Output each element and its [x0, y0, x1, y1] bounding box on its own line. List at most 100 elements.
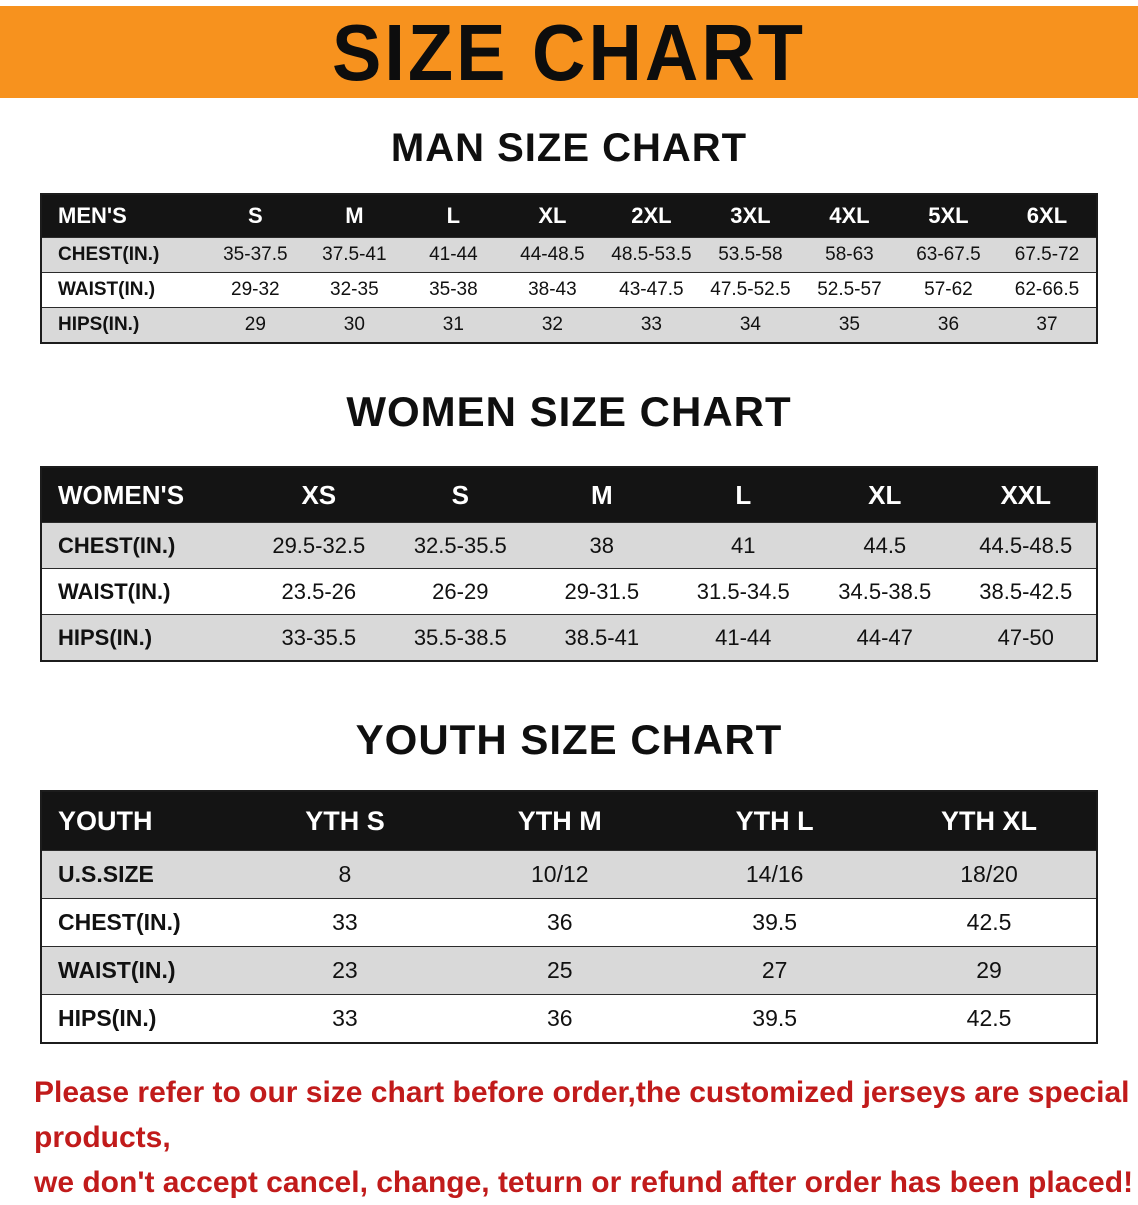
men-size-header-cell: 2XL	[601, 193, 701, 238]
women-value-cell: 29.5-32.5	[248, 522, 390, 569]
women-row-label-cell: CHEST(IN.)	[41, 522, 249, 569]
women-value-cell: 32.5-35.5	[389, 522, 532, 569]
men-size-header-cell: 6XL	[997, 193, 1097, 238]
women-value-cell: 44.5	[814, 522, 956, 569]
women-value-cell: 44-47	[814, 614, 956, 662]
men-value-cell: 34	[700, 307, 800, 344]
youth-value-cell: 33	[237, 994, 453, 1044]
women-value-cell: 44.5-48.5	[955, 522, 1097, 569]
men-value-cell: 29	[205, 307, 305, 344]
youth-size-header-cell: YTH L	[667, 790, 883, 851]
youth-value-cell: 10/12	[452, 850, 668, 899]
youth-section-heading: YOUTH SIZE CHART	[355, 716, 783, 763]
youth-table-row: WAIST(IN.) 23 25 27 29	[41, 946, 1097, 995]
men-value-cell: 41-44	[403, 237, 503, 273]
size-chart-banner: SIZE CHART	[0, 6, 1138, 98]
men-size-header-cell: 5XL	[898, 193, 998, 238]
women-value-cell: 23.5-26	[248, 568, 390, 615]
youth-row-label-cell: U.S.SIZE	[41, 850, 238, 899]
youth-value-cell: 39.5	[667, 994, 883, 1044]
women-value-cell: 38.5-41	[531, 614, 673, 662]
youth-value-cell: 27	[667, 946, 883, 995]
youth-value-cell: 39.5	[667, 898, 883, 947]
women-header-row: WOMEN'S XS S M L XL XXL	[41, 466, 1097, 523]
youth-size-header-cell: YTH M	[452, 790, 668, 851]
youth-value-cell: 36	[452, 898, 668, 947]
men-size-header-cell: S	[205, 193, 305, 238]
footer-disclaimer: Please refer to our size chart before or…	[34, 1070, 1138, 1205]
men-header-row: MEN'S S M L XL 2XL 3XL 4XL 5XL 6XL	[41, 193, 1097, 238]
men-value-cell: 35-38	[403, 272, 503, 308]
men-value-cell: 36	[898, 307, 998, 344]
men-value-cell: 58-63	[799, 237, 899, 273]
women-value-cell: 47-50	[955, 614, 1097, 662]
men-value-cell: 30	[304, 307, 404, 344]
youth-value-cell: 33	[237, 898, 453, 947]
men-value-cell: 37	[997, 307, 1097, 344]
footer-disclaimer-line2: we don't accept cancel, change, teturn o…	[34, 1166, 1134, 1199]
youth-size-header-cell: YTH S	[237, 790, 453, 851]
men-size-table: MEN'S S M L XL 2XL 3XL 4XL 5XL 6XL CHEST(IN.) 35-37…	[40, 193, 1098, 344]
youth-header-row: YOUTH YTH S YTH M YTH L YTH XL	[41, 790, 1097, 851]
men-size-header-cell: 4XL	[799, 193, 899, 238]
men-value-cell: 57-62	[898, 272, 998, 308]
women-value-cell: 31.5-34.5	[672, 568, 815, 615]
men-table-row: WAIST(IN.) 29-32 32-35 35-38 38-43 43-47.5 47.…	[41, 272, 1097, 308]
men-row-label-cell: HIPS(IN.)	[41, 307, 206, 344]
women-size-table: WOMEN'S XS S M L XL XXL CHEST(IN.) 29.5-32.5 32.5…	[40, 466, 1098, 662]
men-table-row: HIPS(IN.) 29 30 31 32 33 34 35 36 37	[41, 307, 1097, 344]
men-value-cell: 48.5-53.5	[601, 237, 701, 273]
women-value-cell: 26-29	[389, 568, 532, 615]
men-value-cell: 32	[502, 307, 602, 344]
men-value-cell: 32-35	[304, 272, 404, 308]
men-value-cell: 44-48.5	[502, 237, 602, 273]
youth-row-label-cell: WAIST(IN.)	[41, 946, 238, 995]
youth-size-header-cell: YTH XL	[882, 790, 1097, 851]
women-value-cell: 29-31.5	[531, 568, 673, 615]
women-size-header-cell: XXL	[955, 466, 1097, 523]
women-value-cell: 38.5-42.5	[955, 568, 1097, 615]
women-row-label-cell: WAIST(IN.)	[41, 568, 249, 615]
women-size-header-cell: XS	[248, 466, 390, 523]
men-table-row: CHEST(IN.) 35-37.5 37.5-41 41-44 44-48.5 48.5…	[41, 237, 1097, 273]
women-size-header-cell: S	[389, 466, 532, 523]
men-value-cell: 35	[799, 307, 899, 344]
men-section-heading: MAN SIZE CHART	[390, 126, 748, 170]
men-size-header-cell: M	[304, 193, 404, 238]
men-size-header-cell: L	[403, 193, 503, 238]
banner-title: SIZE CHART	[332, 7, 806, 97]
youth-size-table: YOUTH YTH S YTH M YTH L YTH XL U.S.SIZE 8 10/12…	[40, 790, 1098, 1044]
women-value-cell: 41	[672, 522, 815, 569]
women-table-title-cell: WOMEN'S	[41, 466, 249, 523]
men-table-title-cell: MEN'S	[41, 193, 206, 238]
men-value-cell: 37.5-41	[304, 237, 404, 273]
men-value-cell: 53.5-58	[700, 237, 800, 273]
men-value-cell: 52.5-57	[799, 272, 899, 308]
men-value-cell: 38-43	[502, 272, 602, 308]
women-table-row: HIPS(IN.) 33-35.5 35.5-38.5 38.5-41 41-44 44-…	[41, 614, 1097, 662]
youth-value-cell: 42.5	[882, 898, 1097, 947]
youth-value-cell: 23	[237, 946, 453, 995]
women-size-header-cell: L	[672, 466, 815, 523]
women-size-header-cell: XL	[814, 466, 956, 523]
men-value-cell: 43-47.5	[601, 272, 701, 308]
youth-table-title-cell: YOUTH	[41, 790, 238, 851]
youth-table-row: U.S.SIZE 8 10/12 14/16 18/20	[41, 850, 1097, 899]
youth-value-cell: 36	[452, 994, 668, 1044]
youth-value-cell: 29	[882, 946, 1097, 995]
men-value-cell: 31	[403, 307, 503, 344]
men-row-label-cell: WAIST(IN.)	[41, 272, 206, 308]
men-value-cell: 62-66.5	[997, 272, 1097, 308]
women-section-heading: WOMEN SIZE CHART	[346, 388, 792, 435]
men-value-cell: 35-37.5	[205, 237, 305, 273]
youth-value-cell: 18/20	[882, 850, 1097, 899]
women-table-row: CHEST(IN.) 29.5-32.5 32.5-35.5 38 41 44.5 44.5…	[41, 522, 1097, 569]
youth-value-cell: 8	[237, 850, 453, 899]
youth-value-cell: 14/16	[667, 850, 883, 899]
footer-disclaimer-line1: Please refer to our size chart before or…	[34, 1076, 1130, 1154]
men-size-header-cell: XL	[502, 193, 602, 238]
women-value-cell: 34.5-38.5	[814, 568, 956, 615]
youth-row-label-cell: CHEST(IN.)	[41, 898, 238, 947]
youth-table-row: HIPS(IN.) 33 36 39.5 42.5	[41, 994, 1097, 1044]
men-value-cell: 29-32	[205, 272, 305, 308]
